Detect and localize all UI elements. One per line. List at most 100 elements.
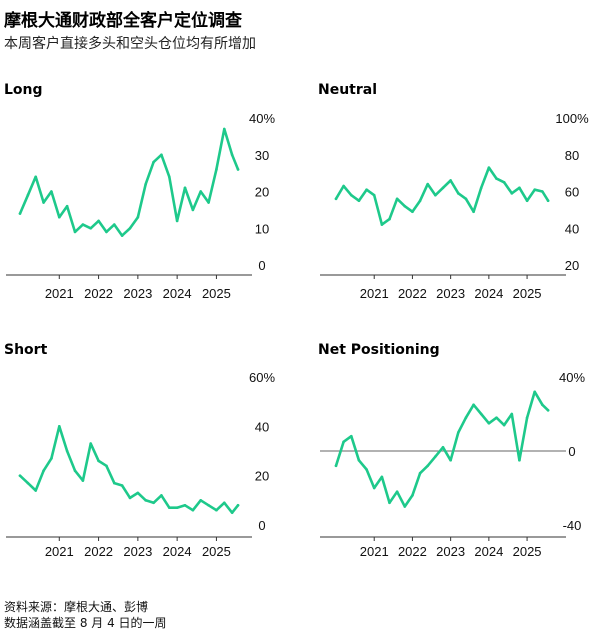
- short-x-tick: 2023: [123, 544, 152, 559]
- long-y-tick: 40%: [249, 111, 275, 126]
- neutral-data-point: [418, 199, 422, 202]
- short-data-point: [215, 508, 218, 512]
- neutral-data-point: [334, 197, 338, 201]
- long-series-line: [18, 127, 240, 237]
- net-data-point: [456, 431, 460, 434]
- net-data-point: [533, 390, 537, 394]
- net-y-tick: 0: [568, 444, 575, 459]
- footer-source: 资料来源：摩根大通、彭博: [4, 600, 149, 614]
- net-x-tick: 2021: [360, 544, 389, 559]
- long-data-point: [120, 234, 124, 237]
- long-x-tick: 2023: [123, 286, 152, 301]
- net-data-point: [546, 409, 550, 412]
- panel-title-short: Short: [4, 342, 48, 358]
- neutral-data-point: [434, 193, 437, 197]
- net-y-tick: -40: [563, 518, 582, 533]
- short-data-point: [160, 494, 163, 497]
- long-data-point: [207, 201, 210, 204]
- long-data-point: [144, 182, 148, 186]
- net-data-point: [334, 464, 338, 468]
- neutral-data-point: [372, 193, 376, 197]
- net-data-point: [518, 458, 521, 462]
- net-data-point: [510, 412, 514, 416]
- page-title: 摩根大通财政部全客户定位调查: [4, 11, 242, 31]
- net-x-tick: 2023: [436, 544, 465, 559]
- net-data-point: [365, 468, 368, 471]
- long-data-point: [222, 127, 226, 131]
- net-data-point: [541, 403, 544, 407]
- net-data-point: [479, 412, 483, 416]
- short-data-point: [183, 503, 187, 507]
- short-data-point: [128, 496, 132, 500]
- long-data-point: [152, 160, 155, 164]
- long-x-tick: 2022: [84, 286, 113, 301]
- short-data-point: [191, 508, 195, 512]
- net-data-point: [472, 403, 475, 407]
- long-y-tick: 20: [255, 185, 269, 200]
- neutral-data-point: [342, 184, 345, 188]
- panel-title-long: Long: [4, 82, 43, 98]
- short-data-point: [136, 491, 140, 495]
- neutral-data-point: [365, 188, 368, 191]
- neutral-y-tick: 60: [565, 185, 579, 200]
- net-data-point: [372, 486, 376, 490]
- net-data-point: [434, 455, 437, 458]
- short-x-tick: 2024: [163, 544, 192, 559]
- short-y-tick: 20: [255, 469, 269, 484]
- net-data-point: [487, 421, 491, 425]
- long-data-point: [89, 226, 93, 230]
- neutral-data-point: [495, 177, 498, 180]
- short-data-point: [97, 459, 100, 463]
- net-y-tick: 40%: [559, 370, 585, 385]
- short-data-point: [112, 481, 116, 485]
- short-data-point: [230, 511, 234, 514]
- long-y-tick: 10: [255, 221, 269, 236]
- net-data-point: [411, 494, 414, 497]
- net-series-line: [334, 390, 550, 508]
- short-x-tick: 2022: [84, 544, 113, 559]
- short-data-point: [120, 484, 124, 487]
- short-y-tick: 40: [255, 419, 269, 434]
- long-data-point: [230, 153, 234, 157]
- long-data-point: [65, 204, 69, 208]
- neutral-data-point: [541, 190, 544, 193]
- net-data-point: [342, 440, 345, 444]
- neutral-data-point: [357, 199, 361, 202]
- net-data-point: [495, 416, 498, 420]
- short-data-point: [175, 506, 179, 510]
- short-x-tick: 2021: [45, 544, 74, 559]
- neutral-x-tick: 2024: [474, 286, 503, 301]
- neutral-data-point: [464, 197, 468, 201]
- short-y-tick: 0: [258, 518, 265, 533]
- long-data-point: [191, 208, 195, 212]
- short-data-point: [152, 501, 155, 505]
- net-data-point: [357, 458, 361, 462]
- neutral-x-tick: 2021: [360, 286, 389, 301]
- short-x-tick: 2025: [202, 544, 231, 559]
- short-data-point: [144, 499, 148, 502]
- neutral-data-point: [487, 166, 491, 169]
- net-data-point: [388, 501, 391, 505]
- short-data-point: [89, 442, 93, 445]
- long-data-point: [18, 212, 22, 215]
- net-data-point: [418, 471, 422, 475]
- neutral-y-tick: 20: [565, 258, 579, 273]
- neutral-x-tick: 2025: [513, 286, 542, 301]
- long-data-point: [73, 230, 77, 234]
- neutral-data-point: [518, 186, 521, 190]
- neutral-data-point: [441, 186, 445, 190]
- net-data-point: [502, 423, 506, 427]
- net-x-tick: 2024: [474, 544, 503, 559]
- neutral-data-point: [449, 179, 452, 182]
- neutral-data-point: [380, 223, 384, 226]
- short-data-point: [236, 503, 240, 507]
- net-data-point: [525, 416, 529, 420]
- long-data-point: [81, 223, 85, 226]
- neutral-data-point: [472, 210, 475, 214]
- net-x-tick: 2022: [398, 544, 427, 559]
- short-data-point: [34, 489, 38, 492]
- short-data-point: [199, 499, 203, 502]
- net-data-point: [380, 475, 384, 479]
- short-data-point: [73, 469, 77, 473]
